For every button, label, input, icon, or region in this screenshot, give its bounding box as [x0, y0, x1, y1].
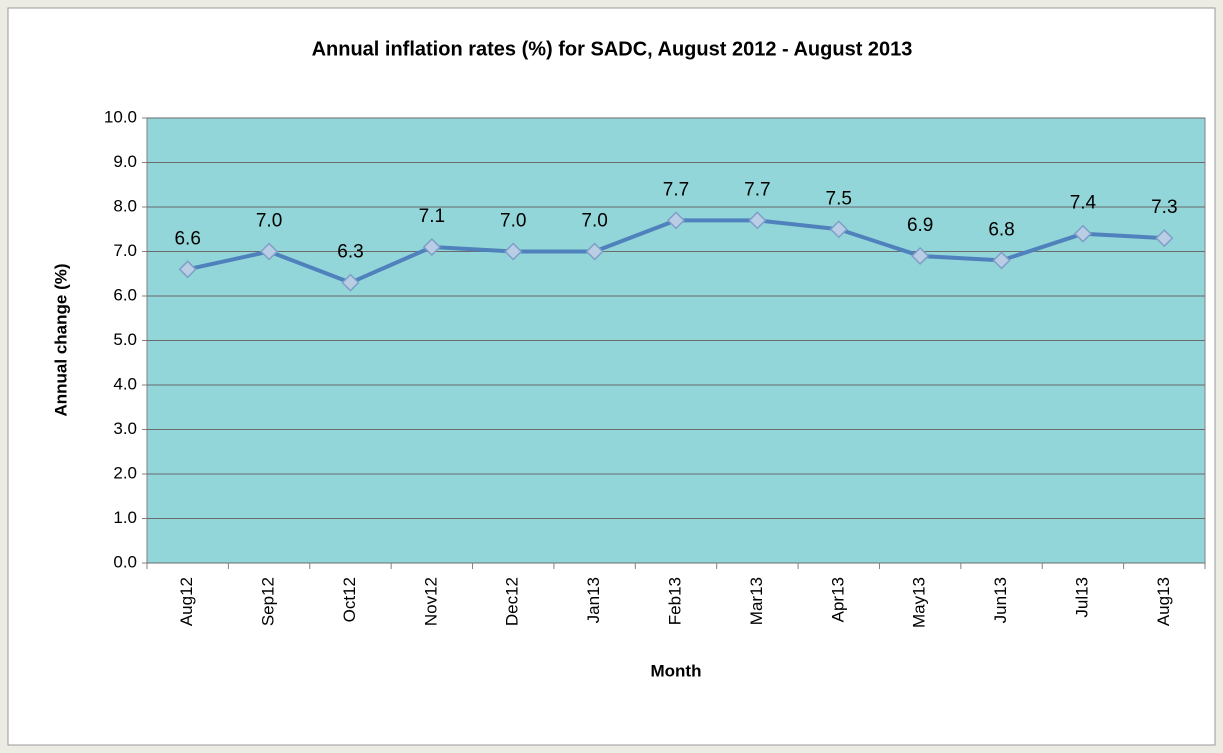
x-tick-label: Aug13: [1154, 577, 1173, 626]
y-tick-label: 10.0: [104, 107, 137, 126]
data-label: 6.9: [907, 215, 933, 236]
marker: [748, 211, 767, 230]
data-label: 7.7: [663, 179, 689, 200]
data-label: 7.0: [500, 211, 526, 232]
x-tick-label: Jun13: [991, 577, 1010, 623]
data-label: 6.8: [988, 219, 1014, 240]
marker: [341, 273, 360, 292]
marker: [911, 246, 930, 266]
marker: [666, 211, 686, 230]
y-tick-label: 6.0: [113, 285, 137, 304]
marker: [1155, 229, 1174, 248]
x-tick-label: Mar13: [747, 577, 766, 625]
y-tick-label: 2.0: [113, 463, 137, 482]
x-tick-label: Dec12: [503, 577, 522, 626]
data-label: 7.3: [1151, 197, 1177, 218]
data-label: 7.7: [744, 179, 770, 200]
y-tick-label: 0.0: [113, 552, 137, 571]
data-label: 7.0: [581, 211, 607, 232]
x-axis-title: Month: [651, 661, 702, 680]
marker: [504, 242, 523, 261]
data-label: 6.3: [337, 242, 363, 263]
x-tick-label: Sep12: [259, 577, 278, 626]
marker: [992, 251, 1011, 270]
y-tick-label: 8.0: [113, 196, 137, 215]
data-label: 7.0: [256, 211, 282, 232]
data-label: 7.4: [1070, 193, 1097, 214]
chart-title: Annual inflation rates (%) for SADC, Aug…: [312, 38, 913, 60]
marker: [178, 260, 197, 279]
y-tick-label: 9.0: [113, 152, 137, 171]
marker: [260, 242, 279, 261]
marker: [829, 220, 848, 239]
y-tick-label: 3.0: [113, 419, 137, 438]
marker: [585, 242, 604, 261]
y-tick-label: 1.0: [113, 508, 137, 527]
x-tick-label: Jan13: [584, 577, 603, 623]
y-tick-label: 5.0: [113, 330, 137, 349]
x-tick-label: Jul13: [1072, 577, 1091, 618]
x-tick-label: Apr13: [828, 577, 847, 622]
y-axis-title: Annual change (%): [51, 263, 70, 416]
data-label: 6.6: [174, 228, 200, 249]
x-tick-label: Nov12: [421, 577, 440, 626]
data-label: 7.5: [826, 188, 852, 209]
x-tick-label: Feb13: [665, 577, 684, 625]
data-label: 7.1: [419, 206, 445, 227]
y-tick-label: 7.0: [113, 241, 137, 260]
marker: [422, 237, 441, 257]
x-tick-label: Aug12: [177, 577, 196, 626]
y-tick-label: 4.0: [113, 374, 137, 393]
x-tick-label: Oct12: [340, 577, 359, 622]
x-tick-label: May13: [910, 577, 929, 628]
marker: [1073, 224, 1092, 243]
